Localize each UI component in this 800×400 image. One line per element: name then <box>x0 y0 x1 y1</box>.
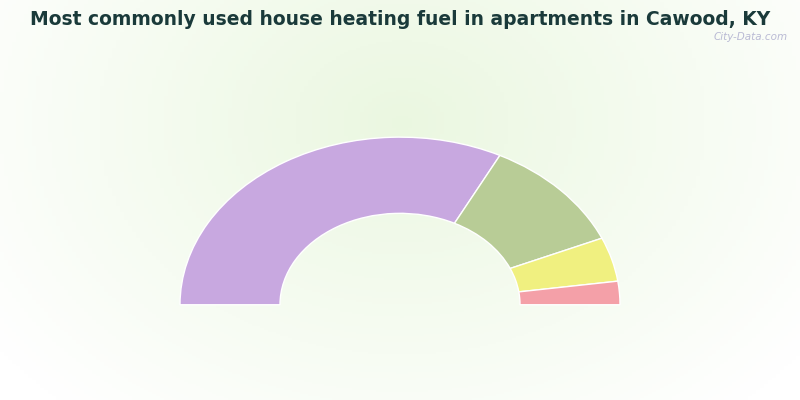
Wedge shape <box>454 156 602 268</box>
Wedge shape <box>510 238 618 292</box>
Text: City-Data.com: City-Data.com <box>714 32 787 42</box>
Text: Most commonly used house heating fuel in apartments in Cawood, KY: Most commonly used house heating fuel in… <box>30 10 770 28</box>
Wedge shape <box>519 281 620 305</box>
Wedge shape <box>180 137 500 305</box>
